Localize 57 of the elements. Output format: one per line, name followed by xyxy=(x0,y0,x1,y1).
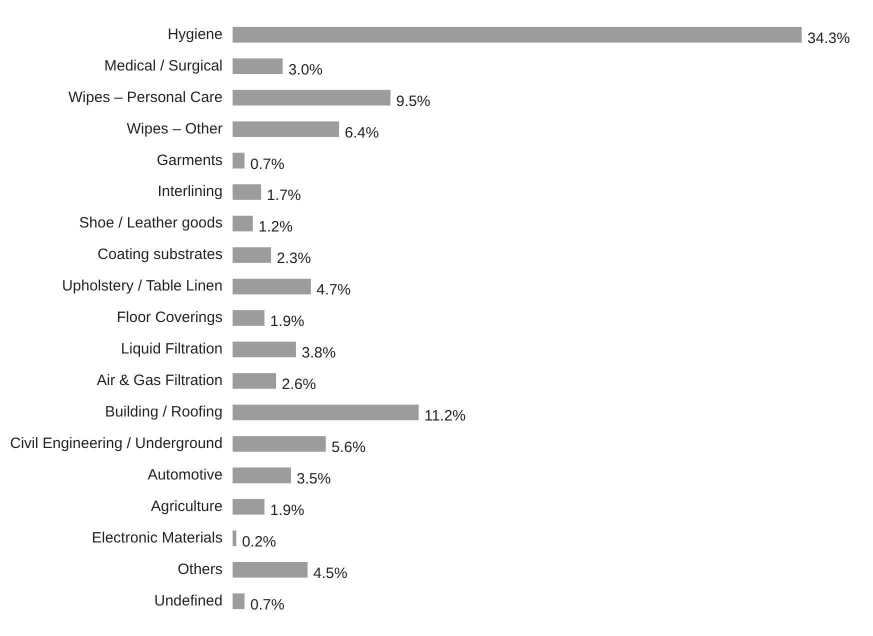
data-label: 4.7% xyxy=(316,282,351,299)
bar xyxy=(232,404,419,420)
bar xyxy=(232,278,311,294)
y-tick-label: Shoe / Leather goods xyxy=(79,214,223,232)
y-tick-label: Civil Engineering / Underground xyxy=(10,435,223,452)
data-label: 3.8% xyxy=(302,344,336,362)
y-tick-label: Interlining xyxy=(158,183,223,200)
data-label: 6.4% xyxy=(344,124,379,142)
y-tick-label: Garments xyxy=(156,152,223,169)
y-tick-label: Wipes – Other xyxy=(126,120,223,138)
y-tick-label: Air & Gas Filtration xyxy=(96,372,223,390)
data-label: 34.3% xyxy=(807,30,850,47)
bar xyxy=(232,216,253,232)
bar xyxy=(232,310,264,326)
data-label: 2.6% xyxy=(282,376,316,394)
bar xyxy=(232,373,276,389)
data-label: 3.5% xyxy=(296,470,331,488)
data-label: 4.5% xyxy=(313,564,348,582)
data-label: 0.7% xyxy=(250,596,284,614)
data-label: 1.9% xyxy=(270,502,304,519)
y-tick-label: Others xyxy=(178,560,223,578)
y-tick-label: Hygiene xyxy=(168,26,223,43)
bar xyxy=(232,90,390,106)
y-tick-label: Agriculture xyxy=(150,498,223,515)
y-tick-label: Liquid Filtration xyxy=(120,340,223,358)
y-tick-label: Medical / Surgical xyxy=(104,57,223,74)
bar xyxy=(232,593,245,610)
y-tick-label: Electronic Materials xyxy=(92,529,223,546)
y-tick-label: Upholstery / Table Linen xyxy=(62,278,223,295)
data-label: 1.7% xyxy=(266,187,302,204)
y-tick-label: Coating substrates xyxy=(98,246,223,264)
bar xyxy=(232,342,296,358)
bar xyxy=(232,184,262,200)
data-label: 5.6% xyxy=(331,439,366,456)
data-label: 2.3% xyxy=(276,250,311,268)
bar xyxy=(232,468,291,484)
data-label: 11.2% xyxy=(424,408,466,425)
y-tick-label: Floor Coverings xyxy=(116,309,223,326)
data-label: 3.0% xyxy=(288,61,323,78)
data-label: 1.2% xyxy=(258,218,293,236)
bar xyxy=(232,562,308,578)
y-tick-label: Undefined xyxy=(154,592,223,610)
data-label: 9.5% xyxy=(396,92,430,110)
y-tick-label: Wipes – Personal Care xyxy=(68,88,223,106)
data-label: 0.2% xyxy=(242,533,276,550)
bar xyxy=(232,121,340,137)
bar xyxy=(232,26,802,43)
data-label: 1.9% xyxy=(270,313,304,330)
bar xyxy=(232,58,283,74)
y-tick-label: Building / Roofing xyxy=(105,404,223,421)
bar xyxy=(232,530,236,546)
bar xyxy=(232,152,245,168)
bar xyxy=(232,499,264,515)
bar xyxy=(232,436,326,452)
y-tick-label: Automotive xyxy=(148,466,223,484)
bar xyxy=(232,247,272,263)
data-label: 0.7% xyxy=(250,156,284,173)
